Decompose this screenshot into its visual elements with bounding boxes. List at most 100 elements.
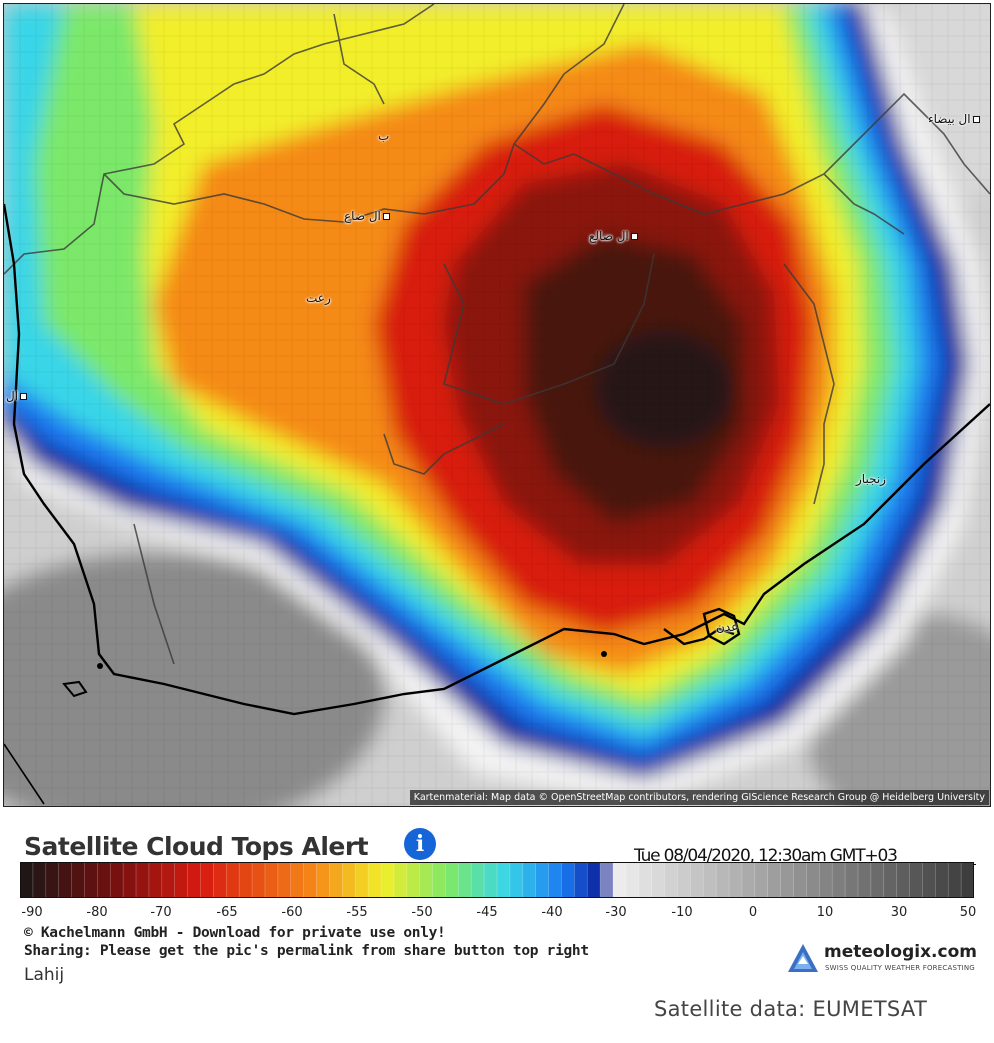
colorbar-tick-label: 50: [959, 905, 977, 920]
colorbar-segment: [651, 862, 666, 898]
info-icon[interactable]: i: [404, 828, 436, 860]
colorbar-segment: [393, 862, 408, 898]
colorbar-segment: [844, 862, 859, 898]
colorbar-segment: [419, 862, 434, 898]
colorbar-segment: [509, 862, 524, 898]
meteologix-logo[interactable]: meteologix.com SWISS QUALITY WEATHER FOR…: [786, 940, 977, 978]
place-b: ب: [378, 129, 390, 143]
colorbar-tick-label: -80: [86, 905, 108, 920]
colorbar-segment: [780, 862, 795, 898]
colorbar-segment: [380, 862, 395, 898]
colorbar-segment: [290, 862, 305, 898]
colorbar-segment: [329, 862, 344, 898]
colorbar-tick-label: -65: [216, 905, 238, 920]
colorbar-segment: [612, 862, 627, 898]
map-attribution: Kartenmaterial: Map data © OpenStreetMap…: [409, 790, 989, 805]
colorbar-segment: [702, 862, 718, 898]
colorbar-segment: [354, 862, 369, 898]
colorbar-segment: [883, 862, 898, 898]
colorbar-frame: [20, 862, 974, 898]
cloud-tops-map: [4, 4, 990, 806]
colorbar-segment: [32, 862, 47, 898]
logo-tagline: SWISS QUALITY WEATHER FORECASTING: [825, 964, 975, 972]
colorbar-segment: [122, 862, 137, 898]
colorbar-segment: [870, 862, 885, 898]
colorbar-segment: [496, 862, 511, 898]
colorbar-segment: [97, 862, 112, 898]
colorbar-segment: [161, 862, 176, 898]
colorbar-segment: [960, 862, 974, 898]
colorbar-segment: [548, 862, 563, 898]
temperature-colorbar: [20, 862, 974, 898]
colorbar-segment: [225, 862, 241, 898]
colorbar-segment: [277, 862, 292, 898]
colorbar-segment: [135, 862, 150, 898]
colorbar-segment: [690, 862, 705, 898]
colorbar-segment: [793, 862, 808, 898]
colorbar-segment: [238, 862, 253, 898]
colorbar-segment: [470, 862, 486, 898]
colorbar-segment: [109, 862, 125, 898]
colorbar-segment: [677, 862, 692, 898]
meteologix-logo-mark: [788, 944, 818, 972]
colorbar-segment: [45, 862, 60, 898]
place-al-dhale: ال ضالع: [589, 229, 638, 243]
colorbar-segment: [264, 862, 279, 898]
colorbar-segment: [909, 862, 924, 898]
colorbar-tick-label: -30: [605, 905, 627, 920]
colorbar-segment: [922, 862, 937, 898]
colorbar-segment: [458, 862, 473, 898]
colorbar-segment: [561, 862, 576, 898]
colorbar-segment: [638, 862, 653, 898]
colorbar-tick-label: -70: [150, 905, 172, 920]
colorbar-segment: [586, 862, 602, 898]
colorbar-segment: [935, 862, 950, 898]
sharing-notice: Sharing: Please get the pic's permalink …: [24, 943, 589, 959]
colorbar-segment: [767, 862, 782, 898]
colorbar-segment: [818, 862, 834, 898]
colorbar-segment: [728, 862, 743, 898]
copyright-notice: © Kachelmann GmbH - Download for private…: [24, 925, 446, 941]
colorbar-segment: [754, 862, 769, 898]
colorbar-segment: [715, 862, 730, 898]
colorbar-segment: [599, 862, 614, 898]
place-al-bayda: ال بيضاء: [928, 112, 980, 126]
colorbar-segment: [574, 862, 589, 898]
colorbar-tick-label: -50: [411, 905, 433, 920]
colorbar-tick-label: 0: [748, 905, 758, 920]
colorbar-segment: [316, 862, 331, 898]
colorbar-segment: [625, 862, 640, 898]
colorbar-segment: [213, 862, 228, 898]
place-aden: عدن: [716, 620, 739, 634]
colorbar-segment: [857, 862, 872, 898]
colorbar-segment: [341, 862, 357, 898]
colorbar-segment: [71, 862, 86, 898]
colorbar-segment: [432, 862, 447, 898]
colorbar-ticks: -90 -80 -70 -65 -60 -55 -50 -45 -40 -30 -10 0 10 30 50: [20, 905, 977, 921]
colorbar-segment: [483, 862, 498, 898]
colorbar-segment: [58, 862, 73, 898]
place-zinjibar: زنجبار: [856, 472, 886, 486]
colorbar-segment: [20, 862, 34, 898]
place-rat: رعت: [306, 291, 331, 305]
colorbar-segment: [947, 862, 963, 898]
colorbar-segment: [535, 862, 550, 898]
timestamp: Tue 08/04/2020, 12:30am GMT+03: [634, 846, 898, 866]
colorbar-segment: [367, 862, 382, 898]
place-al-dhaa: ال ضاع: [344, 209, 390, 223]
logo-name: meteologix.com: [824, 942, 977, 962]
colorbar-segment: [187, 862, 202, 898]
legend-title: Satellite Cloud Tops Alert: [24, 832, 369, 861]
colorbar-segment: [251, 862, 266, 898]
colorbar-segment: [84, 862, 99, 898]
location-name: Lahij: [24, 965, 65, 985]
colorbar-tick-label: 30: [890, 905, 908, 920]
colorbar-segment: [741, 862, 756, 898]
colorbar-segment: [831, 862, 846, 898]
colorbar-segment: [148, 862, 163, 898]
colorbar-segment: [303, 862, 318, 898]
colorbar-segment: [522, 862, 537, 898]
colorbar-segment: [445, 862, 460, 898]
colorbar-tick-label: -60: [281, 905, 303, 920]
satellite-map[interactable]: ال ضالع ال ضاع ب رعت ال ال بيضاء زنجبار …: [3, 3, 991, 807]
